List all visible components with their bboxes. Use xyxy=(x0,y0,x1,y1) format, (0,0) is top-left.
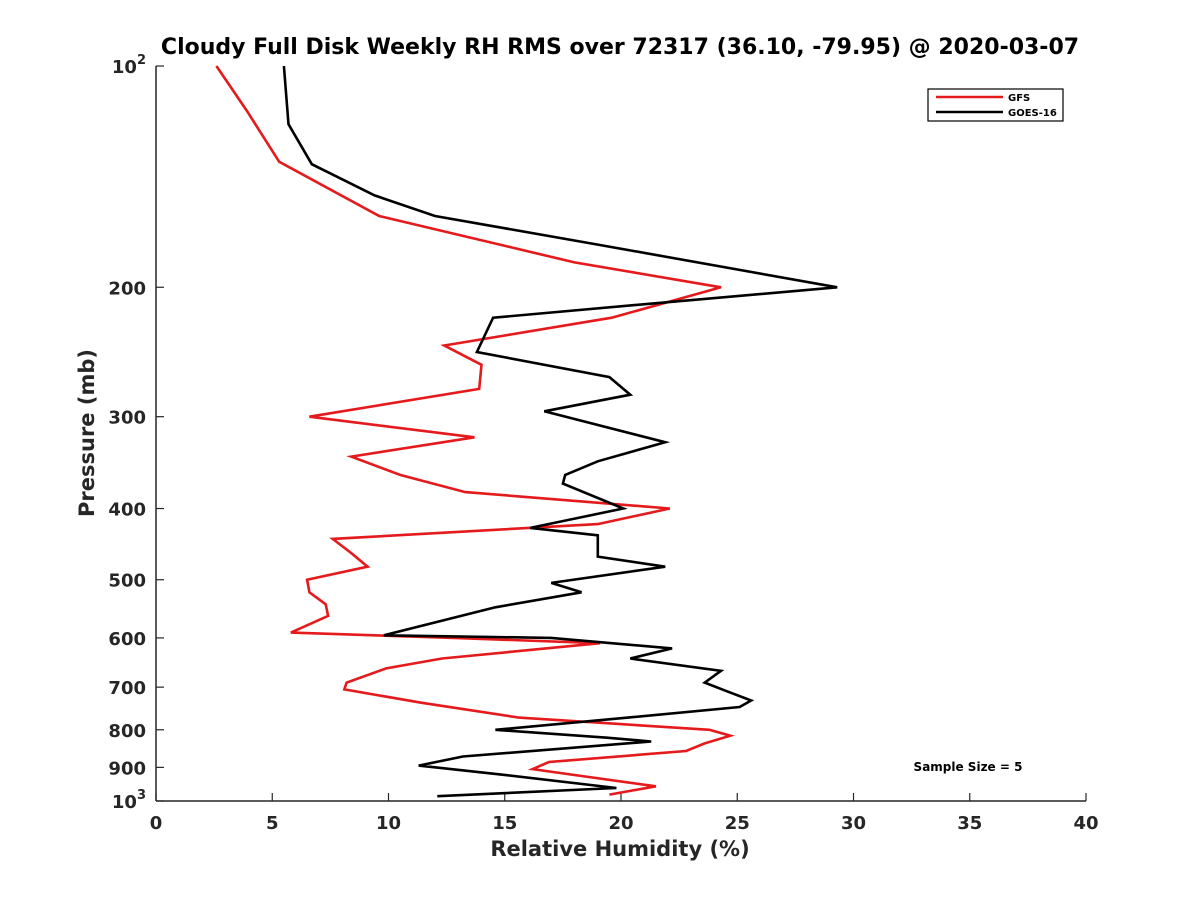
legend-label-gfs: GFS xyxy=(1008,93,1030,104)
x-tick-label-1: 5 xyxy=(266,813,279,834)
y-axis-ticks: 102 200 300 400 500 600 700 800 900 103 xyxy=(108,53,164,813)
y-tick-label-7: 800 xyxy=(108,721,146,742)
y-tick-label-4: 500 xyxy=(108,571,146,592)
x-axis-label: Relative Humidity (%) xyxy=(490,837,749,861)
y-axis-label: Pressure (mb) xyxy=(75,349,99,517)
y-tick-label-8: 900 xyxy=(108,758,146,779)
x-tick-label-6: 30 xyxy=(841,813,866,834)
x-axis-ticks: 0 5 10 15 20 25 30 35 40 xyxy=(150,793,1099,834)
x-tick-label-8: 40 xyxy=(1073,813,1098,834)
series-line-gfs xyxy=(215,65,735,796)
chart-title: Cloudy Full Disk Weekly RH RMS over 7231… xyxy=(161,35,1079,60)
sample-size-annotation: Sample Size = 5 xyxy=(914,760,1023,774)
x-tick-label-3: 15 xyxy=(492,813,517,834)
series-line-goes-16 xyxy=(282,65,838,798)
y-tick-label-2: 300 xyxy=(108,408,146,429)
y-tick-label-1: 200 xyxy=(108,278,146,299)
x-tick-label-4: 20 xyxy=(608,813,633,834)
y-tick-label-3: 400 xyxy=(108,500,146,521)
x-tick-label-0: 0 xyxy=(150,813,163,834)
legend-box xyxy=(927,88,1064,122)
x-tick-label-5: 25 xyxy=(725,813,750,834)
legend-label-goes16: GOES-16 xyxy=(1008,108,1057,119)
y-tick-label-9: 103 xyxy=(112,788,146,813)
legend: GFS GOES-16 xyxy=(927,88,1064,122)
y-tick-label-5: 600 xyxy=(108,629,146,650)
y-tick-label-6: 700 xyxy=(108,678,146,699)
y-tick-label-0: 102 xyxy=(112,53,146,78)
x-tick-label-7: 35 xyxy=(957,813,982,834)
series-layer xyxy=(215,65,838,798)
x-tick-label-2: 10 xyxy=(376,813,401,834)
